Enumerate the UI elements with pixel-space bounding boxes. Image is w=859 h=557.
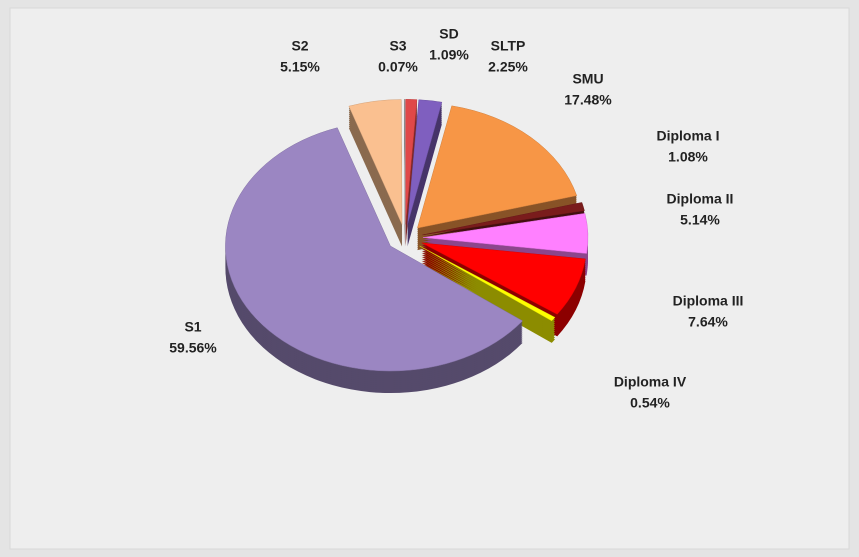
slice bbox=[422, 202, 585, 236]
slice bbox=[407, 99, 443, 225]
slice-side bbox=[419, 254, 556, 329]
category-label: S2 bbox=[291, 38, 308, 54]
category-label: Diploma IV bbox=[614, 374, 687, 390]
slice bbox=[403, 99, 406, 225]
category-label: Diploma I bbox=[656, 128, 719, 144]
slice-side bbox=[419, 252, 556, 327]
slice bbox=[348, 99, 403, 225]
category-label: SLTP bbox=[491, 38, 526, 54]
value-label: 5.15% bbox=[280, 59, 320, 75]
value-label: 2.25% bbox=[488, 59, 528, 75]
category-label: S3 bbox=[389, 38, 406, 54]
slice-side bbox=[419, 256, 556, 331]
category-label: Diploma II bbox=[667, 191, 734, 207]
category-label: SD bbox=[439, 26, 458, 42]
category-label: SMU bbox=[572, 71, 603, 87]
value-label: 7.64% bbox=[688, 314, 728, 330]
slice bbox=[225, 127, 523, 372]
value-label: 59.56% bbox=[169, 340, 217, 356]
slice bbox=[422, 213, 589, 254]
slice-side bbox=[419, 262, 556, 337]
category-label: Diploma III bbox=[673, 293, 744, 309]
value-label: 1.08% bbox=[668, 149, 708, 165]
slice bbox=[419, 245, 556, 322]
slice-side bbox=[419, 258, 556, 333]
slice-side bbox=[419, 260, 556, 335]
slice bbox=[421, 242, 586, 315]
value-label: 5.14% bbox=[680, 212, 720, 228]
value-label: 1.09% bbox=[429, 47, 469, 63]
value-label: 0.07% bbox=[378, 59, 418, 75]
slice-side bbox=[419, 250, 556, 325]
slice bbox=[405, 99, 418, 225]
category-label: S1 bbox=[184, 319, 201, 335]
slice-side bbox=[419, 248, 556, 323]
value-label: 0.54% bbox=[630, 395, 670, 411]
slice bbox=[417, 105, 578, 229]
value-label: 17.48% bbox=[564, 92, 612, 108]
